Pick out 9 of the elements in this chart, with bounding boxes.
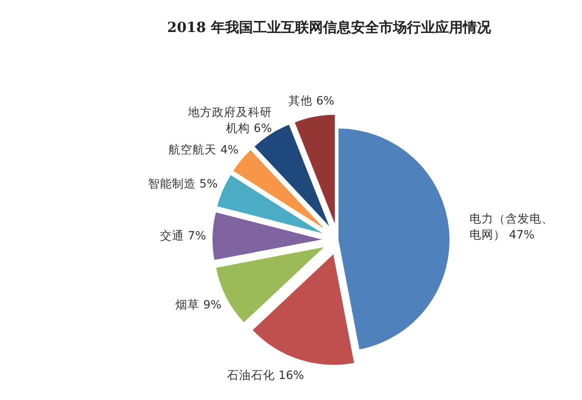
slice-label: 电力（含发电、电网） 47% (469, 212, 554, 242)
slice-label: 交通 7% (160, 228, 206, 243)
slice-label: 地方政府及科研机构 6% (186, 105, 272, 136)
slice-label: 航空航天 4% (168, 142, 239, 156)
slice-label: 石油石化 16% (226, 368, 304, 382)
slice-label: 智能制造 5% (148, 176, 218, 191)
slice-label: 其他 6% (288, 94, 334, 108)
slice-label: 烟草 9% (176, 297, 222, 312)
chart-title: 2018 年我国工业互联网信息安全市场行业应用情况 (167, 19, 492, 36)
